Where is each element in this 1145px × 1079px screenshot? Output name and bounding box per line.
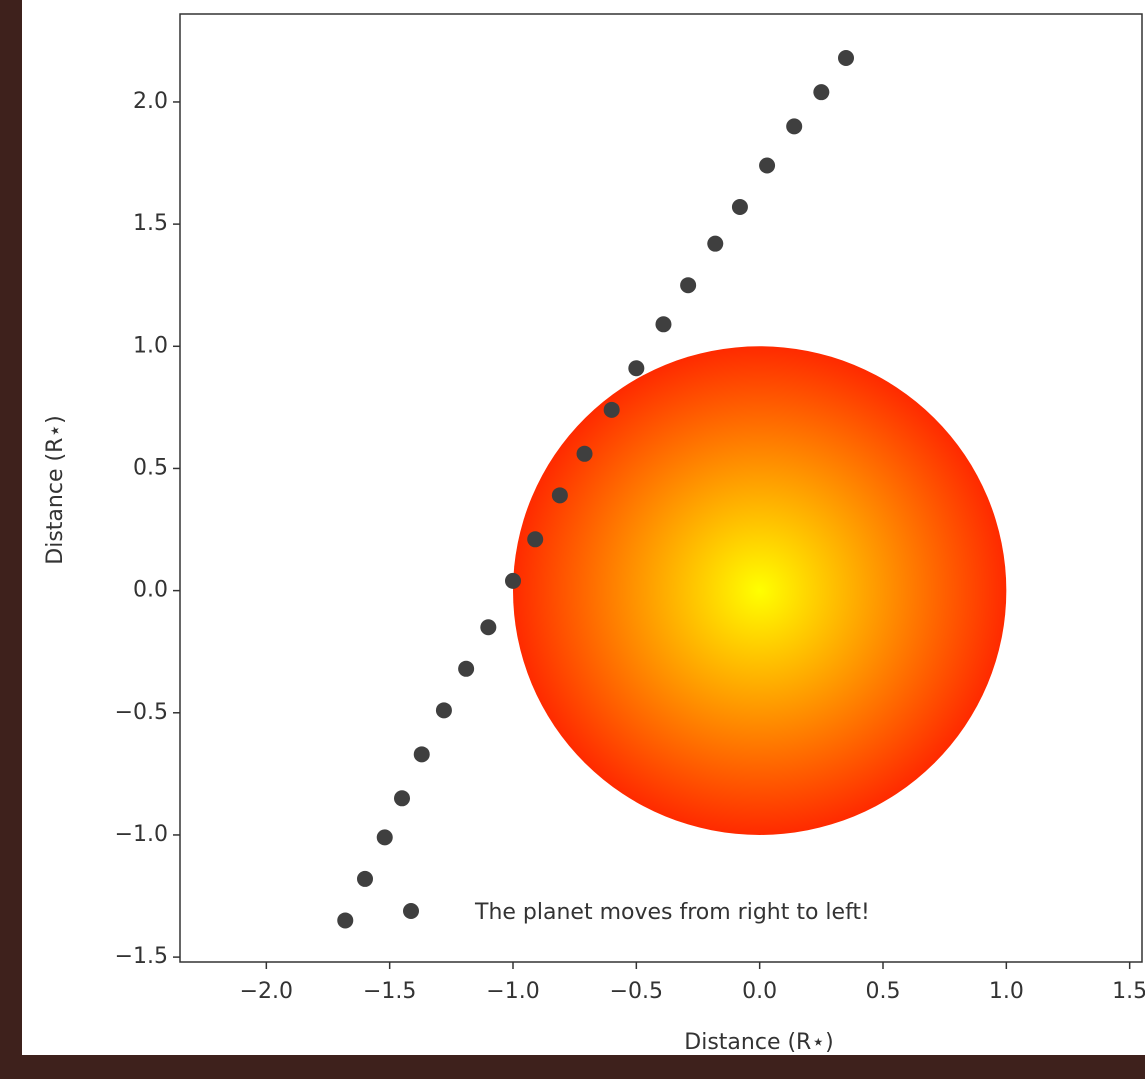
x-tick-label: −0.5	[610, 979, 663, 1004]
planet-point	[376, 829, 393, 846]
planet-point	[505, 572, 521, 589]
y-tick-label: 0.0	[133, 578, 168, 603]
y-tick-label: 2.0	[133, 89, 168, 114]
planet-point	[337, 912, 354, 929]
planet-point	[731, 199, 748, 216]
y-axis-label: Distance (R⋆)	[43, 415, 68, 564]
star	[513, 346, 1007, 835]
planet-point	[394, 790, 410, 807]
planet-point	[480, 619, 497, 636]
y-tick-label: −1.0	[115, 822, 168, 847]
planet-point	[786, 118, 803, 135]
planet-point	[813, 84, 830, 101]
x-axis-label: Distance (R⋆)	[684, 1030, 833, 1055]
y-tick-label: 1.0	[133, 333, 168, 358]
y-tick-label: 1.5	[133, 211, 168, 236]
x-tick-label: 0.0	[742, 979, 777, 1004]
planet-point	[435, 702, 452, 719]
y-tick-label: −0.5	[115, 700, 168, 725]
planet-point	[576, 445, 593, 462]
planet-point	[838, 49, 854, 66]
x-tick-label: 0.5	[866, 979, 901, 1004]
legend-label: The planet moves from right to left!	[474, 900, 870, 925]
y-tick-label: −1.5	[115, 944, 168, 969]
x-tick-label: 1.5	[1112, 979, 1145, 1004]
planet-point	[628, 360, 645, 377]
planet-point	[759, 157, 776, 174]
x-tick-label: −1.5	[363, 979, 416, 1004]
planet-point	[655, 316, 672, 333]
planet-point	[707, 235, 724, 252]
planet-point	[551, 487, 568, 504]
planet-point	[527, 531, 544, 548]
planet-point	[357, 870, 373, 887]
legend-marker	[403, 903, 419, 919]
x-tick-label: 1.0	[989, 979, 1024, 1004]
planet-point	[680, 277, 697, 294]
x-tick-label: −2.0	[240, 979, 293, 1004]
axes-frame	[179, 13, 1143, 963]
planet-point	[603, 401, 620, 418]
planet-point	[413, 746, 430, 763]
x-tick-label: −1.0	[486, 979, 539, 1004]
y-tick-label: 0.5	[133, 455, 168, 480]
planet-point	[458, 660, 475, 677]
plot-area	[337, 49, 1007, 929]
